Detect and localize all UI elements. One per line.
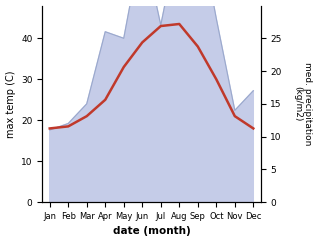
Y-axis label: med. precipitation
(kg/m2): med. precipitation (kg/m2) — [293, 62, 313, 145]
X-axis label: date (month): date (month) — [113, 227, 190, 236]
Y-axis label: max temp (C): max temp (C) — [5, 70, 16, 138]
